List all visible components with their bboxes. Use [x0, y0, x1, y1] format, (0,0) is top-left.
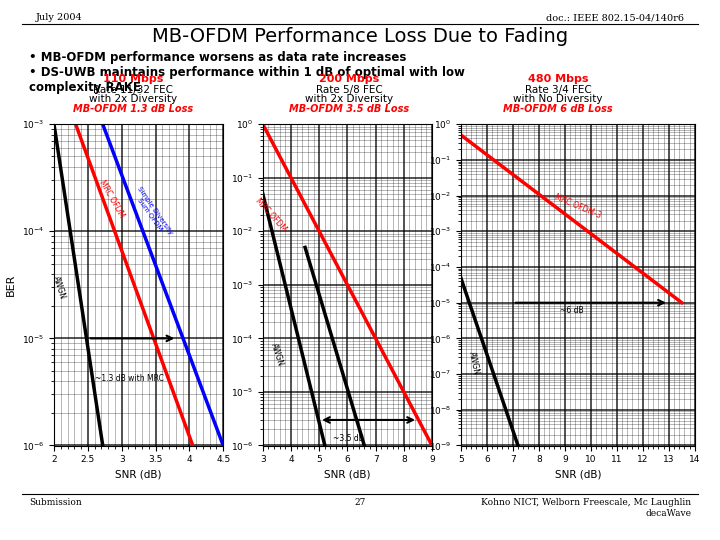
Text: MB-OFDM 6 dB Loss: MB-OFDM 6 dB Loss — [503, 104, 613, 114]
Text: Simple Diversity
Sum OFDM: Simple Diversity Sum OFDM — [130, 185, 174, 240]
Text: ~1.3 dB with MRC: ~1.3 dB with MRC — [94, 374, 163, 383]
Text: Kohno NICT, Welborn Freescale, Mc Laughlin
decaWave: Kohno NICT, Welborn Freescale, Mc Laughl… — [481, 498, 691, 518]
Text: Submission: Submission — [29, 498, 81, 508]
Text: with 2x Diversity: with 2x Diversity — [305, 93, 393, 104]
Text: MRC OFDM: MRC OFDM — [97, 179, 126, 219]
Text: MB-OFDM 3.5 dB Loss: MB-OFDM 3.5 dB Loss — [289, 104, 409, 114]
Text: 480 Mbps: 480 Mbps — [528, 73, 588, 84]
Text: 200 Mbps: 200 Mbps — [319, 73, 379, 84]
Text: with No Diversity: with No Diversity — [513, 93, 603, 104]
X-axis label: SNR (dB): SNR (dB) — [115, 470, 162, 480]
Text: ~6 dB: ~6 dB — [559, 306, 583, 315]
Text: AWGN: AWGN — [467, 350, 481, 376]
X-axis label: SNR (dB): SNR (dB) — [554, 470, 601, 480]
Text: MRC OFDM-3: MRC OFDM-3 — [553, 192, 603, 220]
Text: Rate 5/8 FEC: Rate 5/8 FEC — [316, 84, 382, 94]
Text: 27: 27 — [354, 498, 366, 508]
Text: MB-OFDM 1.3 dB Loss: MB-OFDM 1.3 dB Loss — [73, 104, 193, 114]
Text: MRC OFDM: MRC OFDM — [254, 197, 289, 234]
Text: AWGN: AWGN — [269, 342, 285, 367]
Text: doc.: IEEE 802.15-04/140r6: doc.: IEEE 802.15-04/140r6 — [546, 14, 684, 23]
Text: Rate 3/4 FEC: Rate 3/4 FEC — [525, 84, 591, 94]
Text: • DS-UWB maintains performance within 1 dB of optimal with low
complexity RAKE: • DS-UWB maintains performance within 1 … — [29, 66, 464, 94]
Text: with 2x Diversity: with 2x Diversity — [89, 93, 177, 104]
Text: 110 Mbps: 110 Mbps — [103, 73, 163, 84]
Y-axis label: BER: BER — [6, 274, 16, 296]
Text: • MB-OFDM performance worsens as data rate increases: • MB-OFDM performance worsens as data ra… — [29, 51, 406, 64]
Text: MB-OFDM Performance Loss Due to Fading: MB-OFDM Performance Loss Due to Fading — [152, 27, 568, 46]
Text: July 2004: July 2004 — [36, 14, 83, 23]
X-axis label: SNR (dB): SNR (dB) — [324, 470, 371, 480]
Text: Rate 11/32 FEC: Rate 11/32 FEC — [93, 84, 174, 94]
Text: ~3.5 dB: ~3.5 dB — [333, 434, 364, 443]
Text: AWGN: AWGN — [51, 274, 68, 300]
